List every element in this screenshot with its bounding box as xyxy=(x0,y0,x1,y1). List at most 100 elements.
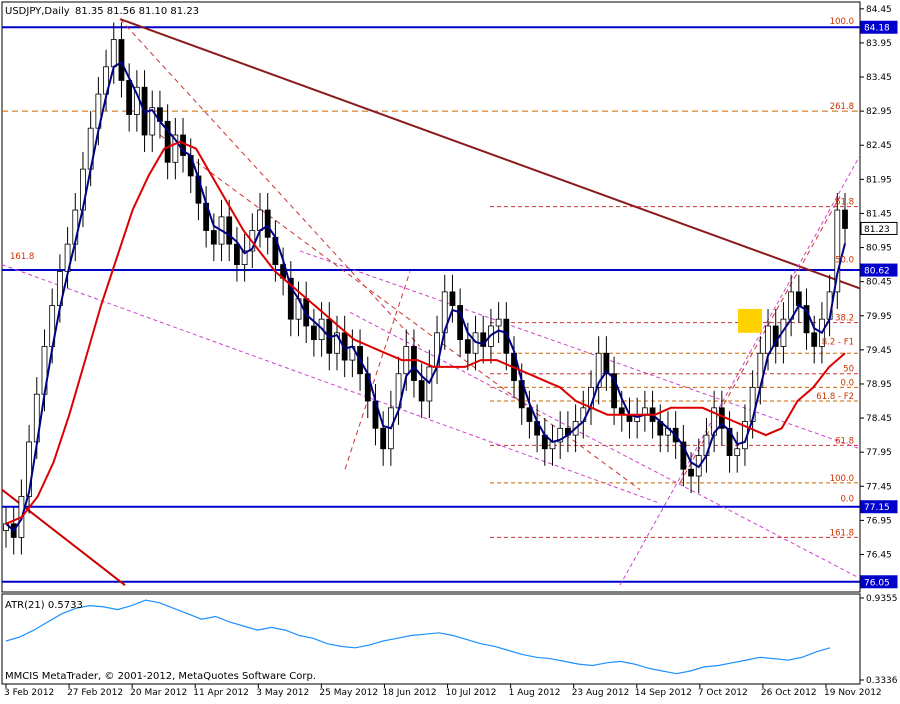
candle-body xyxy=(118,39,125,81)
price-marker-label: 84.18 xyxy=(864,24,890,34)
price-marker-box xyxy=(860,263,898,277)
candle-body xyxy=(680,441,687,470)
fib-label: 61.8 xyxy=(835,436,854,446)
candle-body xyxy=(110,39,117,68)
candle-body xyxy=(688,468,694,477)
highlight-box xyxy=(738,308,762,333)
price-tick-label: 77.95 xyxy=(866,448,892,458)
date-tick-label: 27 Feb 2012 xyxy=(67,688,123,698)
price-tick-label: 81.45 xyxy=(866,209,892,219)
candle-body xyxy=(126,80,133,115)
price-tick-label: 80.45 xyxy=(866,278,892,288)
candle-body xyxy=(842,209,848,229)
price-tick-label: 78.95 xyxy=(866,380,892,390)
candle-body xyxy=(257,209,263,231)
ohlc-values: 81.35 81.56 81.10 81.23 xyxy=(75,6,199,17)
date-tick-label: 7 Oct 2012 xyxy=(698,688,748,698)
atr-tick-label: 0.3336 xyxy=(866,676,898,686)
date-axis: 3 Feb 2012 27 Feb 2012 20 Mar 2012 11 Apr 2… xyxy=(4,684,882,698)
date-tick-label: 14 Sep 2012 xyxy=(635,688,692,698)
price-tick-label: 78.45 xyxy=(866,414,892,424)
candle-body xyxy=(411,346,417,381)
fib-label: 100.0 xyxy=(830,17,854,27)
price-tick-label: 77.45 xyxy=(866,482,892,492)
candle-body xyxy=(334,332,340,354)
candle-body xyxy=(149,107,156,136)
candle-body xyxy=(595,352,602,388)
date-tick-label: 11 Apr 2012 xyxy=(193,688,249,698)
date-tick-label: 3 May 2012 xyxy=(256,688,309,698)
candle-body xyxy=(557,427,564,443)
price-tick-label: 84.45 xyxy=(866,5,892,15)
candle-body xyxy=(418,380,425,402)
candle-body xyxy=(726,427,733,456)
channel-line xyxy=(619,155,861,586)
fib-label: 50 xyxy=(843,365,854,375)
candle-body xyxy=(603,352,610,375)
indicator-lines xyxy=(5,60,846,533)
price-tick-label: 83.95 xyxy=(866,39,892,49)
fib-label: 61.8 - F2 xyxy=(816,392,854,402)
atr-plot-frame xyxy=(1,593,861,685)
candle-body xyxy=(772,325,779,347)
price-marker-box xyxy=(860,500,898,514)
price-marker-box xyxy=(860,20,898,34)
slow-moving-average-line xyxy=(5,140,846,525)
candle-body xyxy=(734,448,741,456)
date-tick-label: 20 Mar 2012 xyxy=(130,688,187,698)
fast-moving-average-line xyxy=(5,60,846,533)
price-tick-label: 82.95 xyxy=(866,107,892,117)
candle-body xyxy=(180,134,186,156)
date-tick-label: 1 Aug 2012 xyxy=(509,688,561,698)
channel-line xyxy=(1,264,661,504)
price-marker-label: 76.05 xyxy=(864,578,890,588)
price-tick-label: 81.95 xyxy=(866,175,892,185)
candle-body xyxy=(526,407,533,422)
downtrend-line xyxy=(119,18,861,290)
fib-fan-line xyxy=(119,18,421,347)
date-tick-label: 26 Oct 2012 xyxy=(761,688,817,698)
date-tick-label: 18 Jun 2012 xyxy=(382,688,436,698)
atr-label: ATR(21) 0.5733 xyxy=(5,600,83,611)
fib-label: 100.0 xyxy=(830,474,854,484)
price-axis: 84.45 83.95 83.45 82.95 82.45 81.95 81.45 80.95… xyxy=(860,5,898,589)
atr-line xyxy=(5,599,831,675)
candle-body xyxy=(834,209,841,293)
candle-body xyxy=(549,441,556,450)
price-marker-label: 77.15 xyxy=(864,503,890,513)
fib-label: 161.8 xyxy=(10,252,34,262)
candle-body xyxy=(172,134,179,163)
candle-body xyxy=(611,373,617,409)
fib-label: 261.8 xyxy=(830,102,854,112)
candle-body xyxy=(765,325,771,354)
fibonacci-labels: 100.0 261.8 61.8 50.0 161.8 38.2 8.2 - F1 50 0.0… xyxy=(10,17,854,539)
fib-label: 0.0 xyxy=(840,494,854,504)
date-tick-label: 23 Aug 2012 xyxy=(572,688,630,698)
date-tick-label: 10 Jul 2012 xyxy=(446,688,497,698)
date-tick-label: 25 May 2012 xyxy=(319,688,378,698)
candle-body xyxy=(380,427,387,450)
price-tick-label: 79.95 xyxy=(866,312,892,322)
fib-label: 61.8 xyxy=(835,198,854,208)
price-tick-label: 76.45 xyxy=(866,550,892,560)
price-marker-label: 80.62 xyxy=(864,267,890,277)
fib-label: 8.2 - F1 xyxy=(822,337,854,347)
candle-body xyxy=(641,407,648,416)
candle-body xyxy=(26,441,32,497)
candle-body xyxy=(803,305,810,334)
candle-body xyxy=(811,332,818,347)
price-tick-label: 82.45 xyxy=(866,141,892,151)
fib-fan-line xyxy=(344,271,411,470)
candle-body xyxy=(457,305,464,341)
price-tick-label: 80.95 xyxy=(866,244,892,254)
price-tick-label: 76.95 xyxy=(866,516,892,526)
symbol-label: USDJPY,Daily xyxy=(5,6,70,17)
price-marker-box xyxy=(860,575,898,589)
candle-body xyxy=(264,209,271,238)
candle-body xyxy=(449,291,456,306)
candle-body xyxy=(795,291,802,306)
price-tick-label: 83.45 xyxy=(866,73,892,83)
candle-body xyxy=(210,230,217,245)
